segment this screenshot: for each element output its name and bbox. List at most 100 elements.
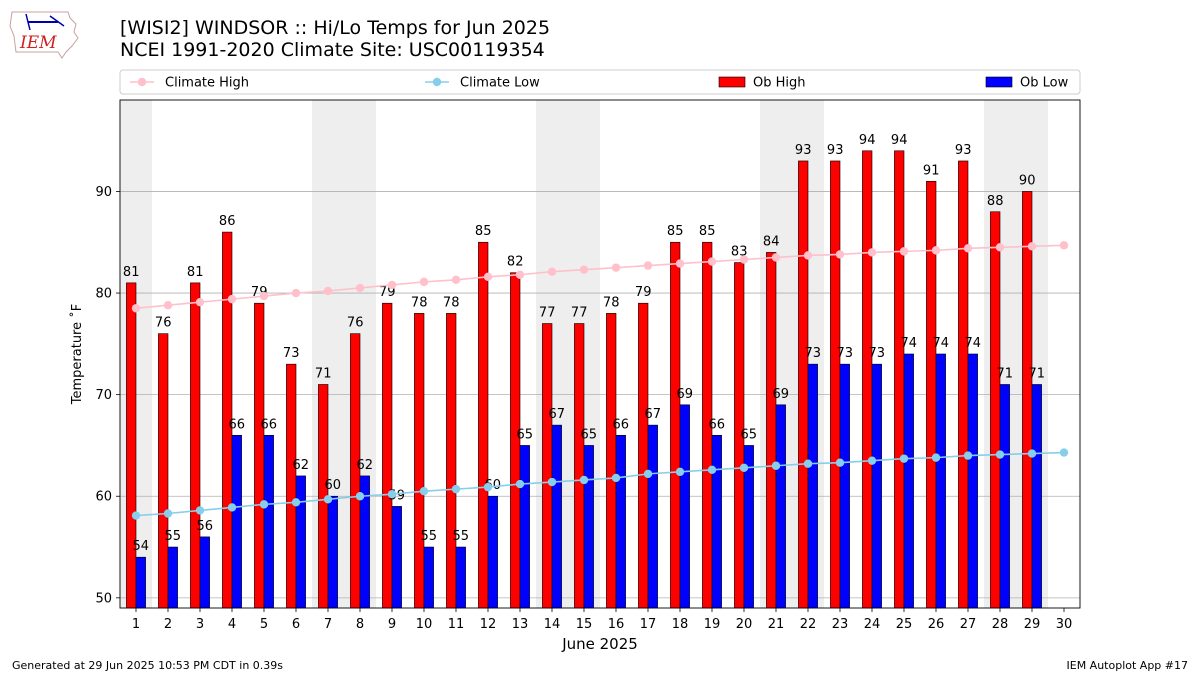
x-tick-label: 19	[704, 617, 721, 632]
ob-high-bar	[446, 313, 457, 609]
ob-low-bar	[231, 434, 242, 609]
ob-low-label: 56	[197, 519, 214, 534]
ob-high-label: 94	[891, 133, 908, 148]
y-tick-label: 50	[95, 591, 112, 606]
climate-low-point	[163, 509, 173, 518]
ob-high-label: 88	[987, 194, 1004, 209]
ob-high-label: 94	[859, 133, 876, 148]
ob-high-label: 81	[187, 265, 204, 280]
y-tick-label: 80	[95, 287, 112, 302]
climate-high-point	[931, 246, 941, 255]
ob-low-label: 66	[709, 417, 726, 432]
climate-high-point	[611, 263, 621, 272]
ob-high-bar	[126, 282, 137, 609]
climate-low-point	[995, 450, 1005, 459]
x-tick-label: 20	[736, 617, 753, 632]
ob-low-legend-swatch	[985, 76, 1013, 88]
ob-high-bar	[990, 211, 1001, 609]
climate-low-point	[931, 453, 941, 462]
x-tick-label: 14	[544, 617, 561, 632]
x-tick-label: 29	[1024, 617, 1041, 632]
ob-high-bar	[926, 180, 937, 609]
x-tick-label: 7	[324, 617, 332, 632]
ob-high-label: 78	[411, 295, 428, 310]
climate-low-point	[323, 495, 333, 504]
x-axis-label: June 2025	[561, 635, 638, 653]
plot-area: 5060708090815476558156866679667362716076…	[69, 99, 1081, 653]
climate-low-point	[579, 475, 589, 485]
ob-high-bar	[830, 160, 841, 609]
ob-low-bar	[615, 434, 626, 609]
ob-high-bar	[158, 333, 169, 609]
climate-low-point	[739, 463, 749, 472]
ob-low-bar	[999, 384, 1010, 609]
ob-high-bar	[894, 150, 905, 609]
legend: Climate High Climate Low Ob High Ob Low	[119, 69, 1081, 95]
generated-timestamp: Generated at 29 Jun 2025 10:53 PM CDT in…	[12, 659, 284, 672]
x-tick-label: 30	[1056, 617, 1073, 632]
plot-frame	[119, 99, 1081, 609]
ob-low-bar	[487, 495, 498, 609]
climate-low-point	[547, 477, 557, 487]
x-tick-label: 23	[832, 617, 849, 632]
app-credit: IEM Autoplot App #17	[1066, 659, 1189, 672]
climate-low-point	[291, 498, 301, 507]
ob-low-bar	[935, 353, 946, 609]
climate-high-point	[771, 253, 781, 262]
ob-low-bar	[199, 536, 210, 609]
ob-low-label: 71	[1029, 366, 1046, 381]
climate-high-point	[227, 294, 237, 304]
x-tick-label: 13	[512, 617, 529, 632]
ob-high-label: 91	[923, 163, 940, 178]
ob-high-bar	[478, 241, 489, 609]
ob-high-label: 85	[667, 224, 684, 239]
ob-low-legend-label: Ob Low	[1020, 76, 1069, 91]
ob-high-bar	[254, 302, 265, 609]
ob-high-legend-label: Ob High	[753, 76, 806, 91]
ob-low-bar	[807, 363, 818, 609]
x-tick-label: 26	[928, 617, 945, 632]
ob-low-label: 69	[677, 387, 694, 402]
chart-title: [WISI2] WINDSOR :: Hi/Lo Temps for Jun 2…	[120, 17, 551, 39]
ob-low-label: 74	[965, 336, 982, 351]
climate-low-point	[227, 503, 237, 512]
ob-low-bar	[423, 546, 434, 609]
ob-low-label: 73	[837, 346, 854, 361]
ob-low-bar	[679, 404, 690, 609]
ob-high-bar	[958, 160, 969, 609]
ob-low-label: 65	[581, 427, 598, 442]
ob-low-label: 65	[741, 427, 758, 442]
climate-high-point	[323, 286, 333, 296]
climate-low-point	[451, 484, 461, 494]
logo-text: IEM	[19, 33, 57, 53]
y-tick-label: 70	[95, 388, 112, 403]
ob-low-label: 74	[901, 336, 918, 351]
x-tick-label: 11	[448, 617, 465, 632]
x-tick-label: 3	[196, 617, 204, 632]
climate-low-point	[675, 467, 685, 477]
climate-low-point	[867, 456, 877, 465]
ob-high-label: 77	[539, 306, 556, 321]
ob-high-label: 76	[347, 316, 364, 331]
x-tick-label: 2	[164, 617, 172, 632]
x-tick-label: 27	[960, 617, 977, 632]
climate-low-point	[707, 465, 717, 475]
climate-high-point	[451, 275, 461, 285]
ob-low-label: 66	[261, 417, 278, 432]
climate-high-point	[675, 259, 685, 268]
ob-high-bar	[670, 241, 681, 609]
ob-low-bar	[1031, 384, 1042, 609]
ob-low-bar	[967, 353, 978, 609]
climate-low-point	[483, 482, 493, 492]
climate-low-point	[1059, 448, 1069, 457]
ob-low-label: 67	[549, 407, 566, 422]
ob-low-label: 60	[325, 478, 342, 493]
climate-high-line	[135, 244, 1065, 310]
climate-high-point	[835, 250, 845, 259]
ob-high-label: 90	[1019, 173, 1036, 188]
climate-low-point	[355, 492, 365, 501]
climate-high-point	[355, 283, 365, 293]
climate-low-legend-marker	[432, 77, 442, 87]
ob-low-bar	[583, 445, 594, 609]
ob-high-bar	[606, 313, 617, 609]
